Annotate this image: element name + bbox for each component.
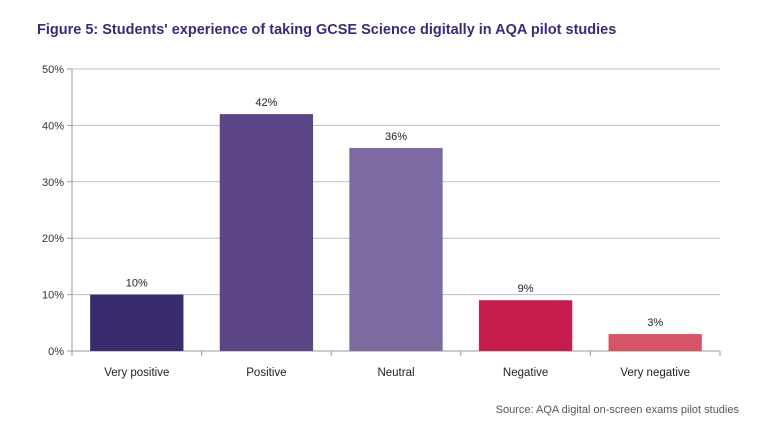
y-tick-label: 40% xyxy=(42,120,64,132)
y-tick-label: 50% xyxy=(42,64,64,76)
value-label: 36% xyxy=(385,131,407,143)
bar-neutral xyxy=(349,147,443,351)
x-category-label: Very negative xyxy=(620,367,690,379)
x-category-label: Negative xyxy=(503,367,548,379)
y-tick-label: 10% xyxy=(42,290,64,302)
y-tick-label: 20% xyxy=(42,233,64,245)
bars xyxy=(90,114,702,352)
y-tick-label: 0% xyxy=(48,346,64,358)
bar-very-negative xyxy=(608,334,702,351)
axes: 0% 10% 20% 30% 40% 50% Very positive Positive Ne… xyxy=(42,64,721,379)
bar-negative xyxy=(478,300,573,351)
value-label: 42% xyxy=(255,97,277,109)
bar-very-positive xyxy=(90,294,184,351)
value-label: 10% xyxy=(126,278,148,290)
data-labels: 10% 42% 36% 9% 3% xyxy=(126,97,664,329)
bar-positive xyxy=(219,114,314,352)
value-label: 3% xyxy=(647,317,663,329)
x-category-label: Very positive xyxy=(104,367,169,379)
x-category-label: Positive xyxy=(246,367,286,379)
value-label: 9% xyxy=(518,283,534,295)
source-note: Source: AQA digital on-screen exams pilo… xyxy=(495,404,739,416)
x-category-label: Neutral xyxy=(377,367,414,379)
y-tick-label: 30% xyxy=(42,177,64,189)
chart-title: Figure 5: Students' experience of taking… xyxy=(37,22,617,38)
